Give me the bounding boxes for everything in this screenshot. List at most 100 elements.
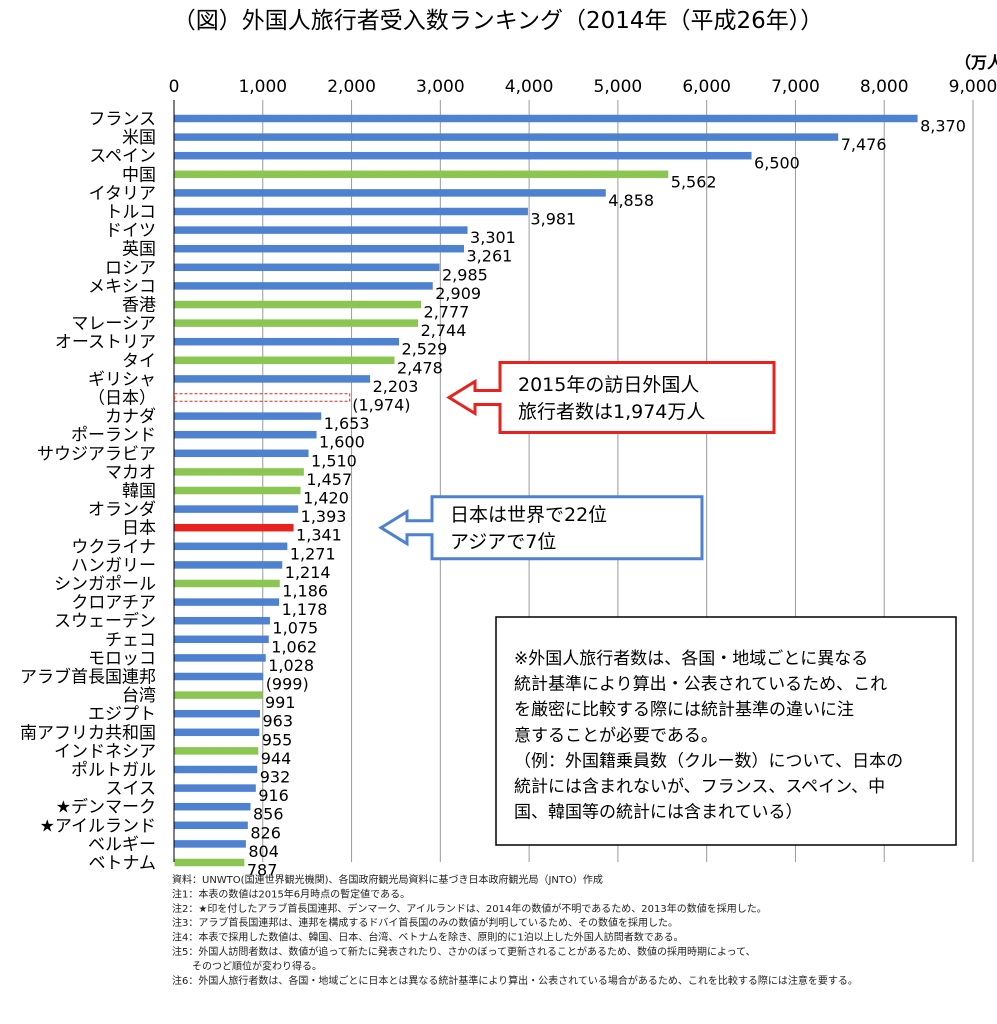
callout-box [446,361,776,434]
value-label: (999) [266,675,309,694]
value-label: 1,653 [324,414,370,433]
bar [174,449,309,458]
value-label: 944 [261,749,292,768]
value-label: 1,393 [301,507,347,526]
value-label: 856 [253,805,284,824]
value-label: 1,600 [319,433,365,452]
value-label: 991 [265,693,296,712]
category-label: タイ [122,351,156,371]
category-label: インドネシア [54,742,156,762]
bar [174,505,299,513]
x-tick-label: 6,000 [682,77,731,97]
value-label: 955 [262,730,293,749]
bar [174,189,606,197]
x-tick-label: 0 [169,77,180,97]
footnote-line: 注2：★印を付したアラブ首長国連邦、デンマーク、アイルランドは、2014年の数値… [172,902,767,915]
note-line: （例：外国籍乗員数（クルー数）について、日本の [514,751,903,771]
category-label: 中国 [122,165,156,185]
footnote-line: 注6：外国人旅行者数は、各国・地域ごとに日本とは異なる統計基準により算出・公表さ… [172,974,858,987]
category-label: 香港 [122,296,156,316]
bar [174,654,266,662]
bar [174,356,395,365]
category-label: フランス [88,110,156,130]
bar [174,523,294,532]
category-label: サウジアラビア [37,444,156,464]
bar [174,691,263,699]
footnote-line: 注5：外国人訪問者数は、数値が追って新たに発表されたり、さかのぼって更新されるこ… [172,945,756,958]
bar [174,430,317,439]
value-label: 3,981 [530,210,576,229]
note-line: 国、韓国等の統計には含まれている） [514,803,803,823]
x-tick-label: 3,000 [416,77,465,97]
value-label: 2,909 [435,284,481,303]
value-label: 8,370 [920,117,966,136]
value-label: 1,510 [311,451,357,470]
bar [174,170,669,179]
value-label: 1,075 [272,619,318,638]
bar [174,133,839,141]
bar [174,821,248,830]
note-line: 統計基準により算出・公表されているため、これ [514,675,887,695]
bar [174,486,301,495]
category-label: マレーシア [71,314,156,334]
value-label: (1,974) [352,396,410,415]
x-tick-label: 4,000 [505,77,554,97]
bar [174,207,528,216]
bar [174,802,251,811]
category-label: オランダ [88,500,156,520]
value-label: 2,203 [373,377,419,396]
value-label: 3,301 [470,228,516,247]
bar [174,114,918,123]
bar [174,728,260,737]
bar [174,319,419,327]
footnote-line: そのつど順位が変わり得る。 [172,959,322,972]
bar [174,784,256,792]
bar [174,858,245,867]
value-label: 826 [250,823,281,842]
value-label: 1,341 [296,526,342,545]
category-label: エジプト [88,705,156,725]
category-label: ドイツ [105,221,156,241]
value-label: 7,476 [841,135,887,154]
note-line: 意することが必要である。 [514,726,718,746]
x-tick-label: 1,000 [238,77,287,97]
value-label: 1,457 [306,470,352,489]
value-label: 3,261 [467,247,513,266]
value-label: 1,214 [285,563,331,582]
note-box: ※外国人旅行者数は、各国・地域ごとに異なる統計基準により算出・公表されているため… [495,616,957,846]
category-label: ベルギー [88,835,156,855]
note-line: を厳密に比較する際には統計基準の違いに注 [514,700,854,720]
chart-title: （図）外国人旅行者受入数ランキング（2014年（平成26年）） [173,8,824,34]
category-label: 日本 [122,519,156,539]
bar [174,579,280,588]
value-labels: 8,370 7,476 6,500 5,562 4,858 3,981 3,3013,261… [247,117,966,880]
bar [174,616,270,625]
bar [174,542,288,551]
note-line: 統計には含まれないが、フランス、スペイン、中 [514,777,885,797]
value-label: 6,500 [754,154,800,173]
callout-text: 旅行者数は1,974万人 [518,401,705,423]
value-label: 916 [258,786,289,805]
category-label: モロッコ [88,649,156,669]
value-label: 2,529 [402,340,448,359]
value-label: 1,062 [271,637,317,656]
bar [174,226,468,234]
category-label: 台湾 [122,686,156,706]
value-label: 1,178 [282,600,328,619]
callout-box [378,495,704,561]
bar [174,375,371,383]
bar [174,412,322,420]
bar [174,282,433,290]
category-label: チェコ [105,630,156,650]
bar [174,598,280,606]
footnotes: 資料：UNWTO(国連世界観光機関)、各国政府観光局資料に基づき日本政府観光局（… [172,873,858,987]
category-label: ロシア [105,258,156,278]
value-label: 1,271 [290,544,336,563]
category-label: スイス [106,779,157,799]
category-label: マカオ [105,463,156,483]
bar [174,747,259,755]
x-tick-label: 8,000 [860,77,909,97]
category-label: 米国 [122,128,156,148]
bar [174,151,752,160]
